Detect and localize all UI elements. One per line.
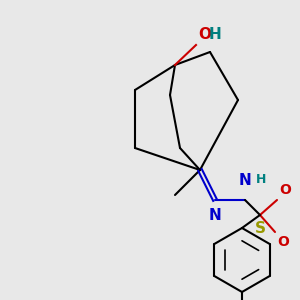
Text: H: H bbox=[209, 27, 222, 42]
Text: O: O bbox=[277, 235, 289, 249]
Text: N: N bbox=[238, 173, 251, 188]
Text: O: O bbox=[198, 27, 211, 42]
Text: S: S bbox=[254, 221, 266, 236]
Text: N: N bbox=[208, 208, 221, 223]
Text: O: O bbox=[279, 183, 291, 197]
Text: H: H bbox=[256, 173, 266, 186]
